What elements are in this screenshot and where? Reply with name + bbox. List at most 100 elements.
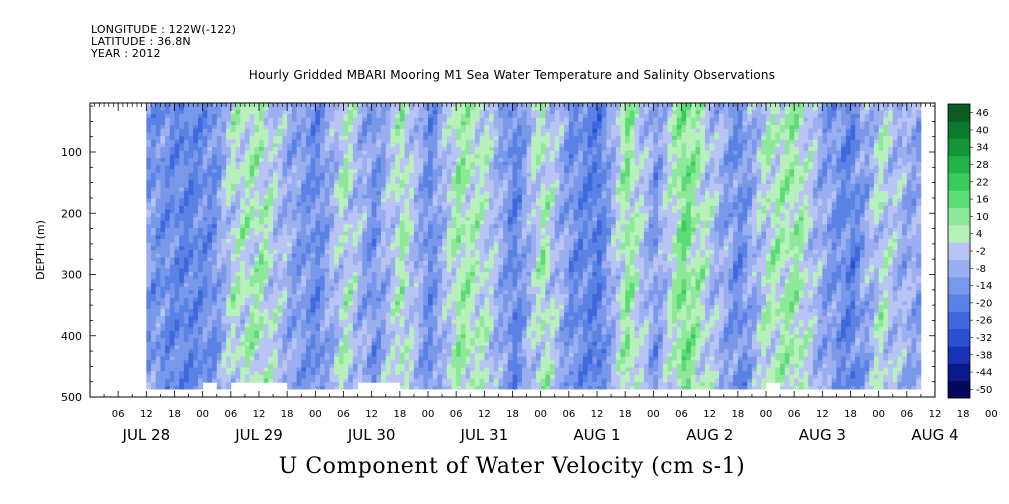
heat-cell <box>338 250 344 255</box>
heat-cell <box>183 169 189 174</box>
heat-cell <box>442 250 448 255</box>
heat-cell <box>179 283 185 288</box>
heat-cell <box>366 264 373 269</box>
heat-cell <box>146 187 152 192</box>
heat-cell <box>371 235 377 240</box>
heat-cell <box>381 136 387 141</box>
heat-cell <box>155 176 161 181</box>
heat-cell <box>282 261 288 266</box>
heat-cell <box>202 371 208 376</box>
heat-cell <box>183 176 189 181</box>
heat-cell <box>385 191 391 196</box>
heat-cell <box>259 202 265 207</box>
heat-cell <box>338 275 344 280</box>
heat-cell <box>291 238 297 244</box>
heat-cell <box>263 235 269 240</box>
heat-cell <box>409 382 415 387</box>
heat-cell <box>160 305 166 310</box>
heat-cell <box>315 323 321 328</box>
heat-cell <box>273 349 279 354</box>
heat-cell <box>212 125 218 130</box>
heat-cell <box>366 194 373 199</box>
heat-cell <box>197 136 204 141</box>
heat-cell <box>376 136 382 141</box>
heat-cell <box>188 209 194 214</box>
heat-cell <box>352 374 358 380</box>
heat-cell <box>446 272 452 277</box>
heat-cell <box>428 272 434 277</box>
heat-cell <box>221 305 227 310</box>
heat-cell <box>291 316 297 321</box>
heat-cell <box>310 194 316 199</box>
heat-cell <box>390 180 396 185</box>
heat-cell <box>169 327 175 332</box>
heat-cell <box>287 198 293 203</box>
heat-cell <box>329 257 335 262</box>
heat-cell <box>334 161 340 166</box>
heat-cell <box>197 187 204 192</box>
heat-cell <box>277 330 283 335</box>
heat-cell <box>151 150 157 155</box>
heat-cell <box>160 213 166 218</box>
heat-cell <box>155 235 161 240</box>
heat-cell <box>240 308 246 313</box>
heat-cell <box>428 250 434 255</box>
heat-cell <box>296 327 302 332</box>
heat-cell <box>179 227 185 233</box>
heat-cell <box>244 257 251 262</box>
heat-cell <box>376 238 382 244</box>
heat-cell <box>385 374 391 380</box>
heat-cell <box>183 191 189 196</box>
heat-cell <box>221 128 227 133</box>
heat-cell <box>155 334 161 339</box>
heat-cell <box>197 308 204 313</box>
heat-cell <box>310 110 316 115</box>
heat-cell <box>413 132 420 137</box>
heat-cell <box>428 110 434 115</box>
heat-cell <box>348 272 354 277</box>
heat-cell <box>202 216 208 222</box>
heat-cell <box>413 165 420 170</box>
heat-cell <box>207 136 213 141</box>
heat-cell <box>240 154 246 159</box>
heat-cell <box>437 261 443 266</box>
heat-cell <box>212 330 218 335</box>
heat-cell <box>165 308 171 313</box>
heat-cell <box>315 352 321 357</box>
heat-cell <box>240 213 246 218</box>
heat-cell <box>235 125 241 130</box>
heat-cell <box>442 176 448 181</box>
heat-cell <box>343 382 349 387</box>
heat-cell <box>207 172 213 177</box>
heat-cell <box>428 209 434 214</box>
heat-cell <box>291 286 297 291</box>
heat-cell <box>338 238 344 244</box>
heat-cell <box>296 253 302 258</box>
heat-cell <box>212 191 218 196</box>
heat-cell <box>442 235 448 240</box>
heat-cell <box>385 327 391 332</box>
heat-cell <box>226 349 232 354</box>
heat-cell <box>212 323 218 328</box>
heat-cell <box>399 187 405 192</box>
heat-cell <box>216 275 222 280</box>
heat-cell <box>423 349 429 354</box>
heat-cell <box>282 194 288 199</box>
heat-cell <box>244 136 251 141</box>
heat-cell <box>437 371 443 376</box>
heat-cell <box>226 341 232 346</box>
heat-cell <box>273 216 279 222</box>
heat-cell <box>432 297 438 302</box>
heat-cell <box>287 283 293 288</box>
heat-cell <box>357 117 363 122</box>
heat-cell <box>146 286 152 291</box>
heat-cell <box>244 345 251 350</box>
heat-cell <box>165 150 171 155</box>
heat-cell <box>244 294 251 299</box>
heat-cell <box>188 257 194 262</box>
heat-cell <box>404 202 410 207</box>
heat-cell <box>151 305 157 310</box>
heat-cell <box>366 128 373 133</box>
heat-cell <box>310 301 316 306</box>
heat-cell <box>216 187 222 192</box>
